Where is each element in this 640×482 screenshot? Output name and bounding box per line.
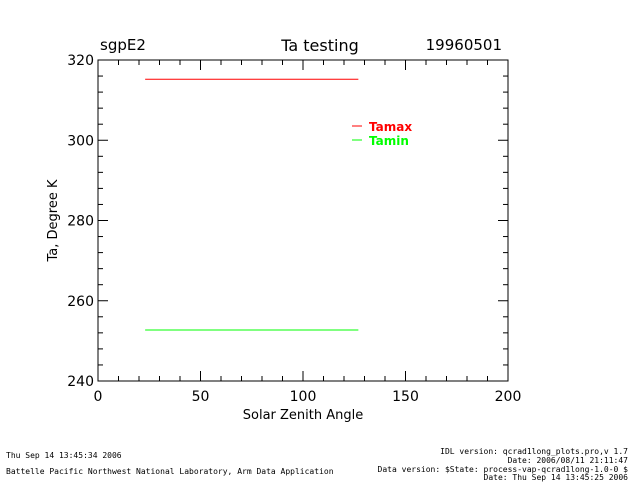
- plot-frame: [97, 59, 509, 382]
- footer-idl-version: IDL version: qcrad1long_plots.pro,v 1.7: [440, 447, 628, 456]
- footer-code-date: Date: 2006/08/11 21:11:47: [507, 456, 628, 465]
- x-tick-label: 200: [495, 389, 522, 405]
- y-tick-label: 240: [67, 374, 94, 390]
- y-tick-label: 260: [67, 294, 94, 310]
- x-tick-label: 0: [94, 389, 103, 405]
- footer-timestamp: Thu Sep 14 13:45:34 2006: [6, 451, 122, 460]
- site-label: sgpE2: [100, 36, 146, 54]
- legend-label-tamin: Tamin: [369, 134, 409, 148]
- footer-run-date: Date: Thu Sep 14 13:45:25 2006: [483, 473, 629, 482]
- footer-organization: Battelle Pacific Northwest National Labo…: [6, 467, 334, 476]
- footer-data-version: Data version: $State: process-vap-qcrad1…: [377, 465, 628, 474]
- x-tick-label: 50: [192, 389, 210, 405]
- y-tick-label: 300: [67, 133, 94, 149]
- x-axis-label: Solar Zenith Angle: [243, 408, 363, 423]
- y-tick-label: 280: [67, 214, 94, 230]
- date-label: 19960501: [425, 36, 502, 54]
- y-axis-label: Ta, Degree K: [46, 179, 61, 262]
- x-tick-label: 100: [290, 389, 317, 405]
- y-tick-label: 320: [67, 53, 94, 69]
- chart-title: Ta testing: [281, 36, 359, 55]
- x-tick-label: 150: [392, 389, 419, 405]
- legend-label-tamax: Tamax: [369, 120, 412, 134]
